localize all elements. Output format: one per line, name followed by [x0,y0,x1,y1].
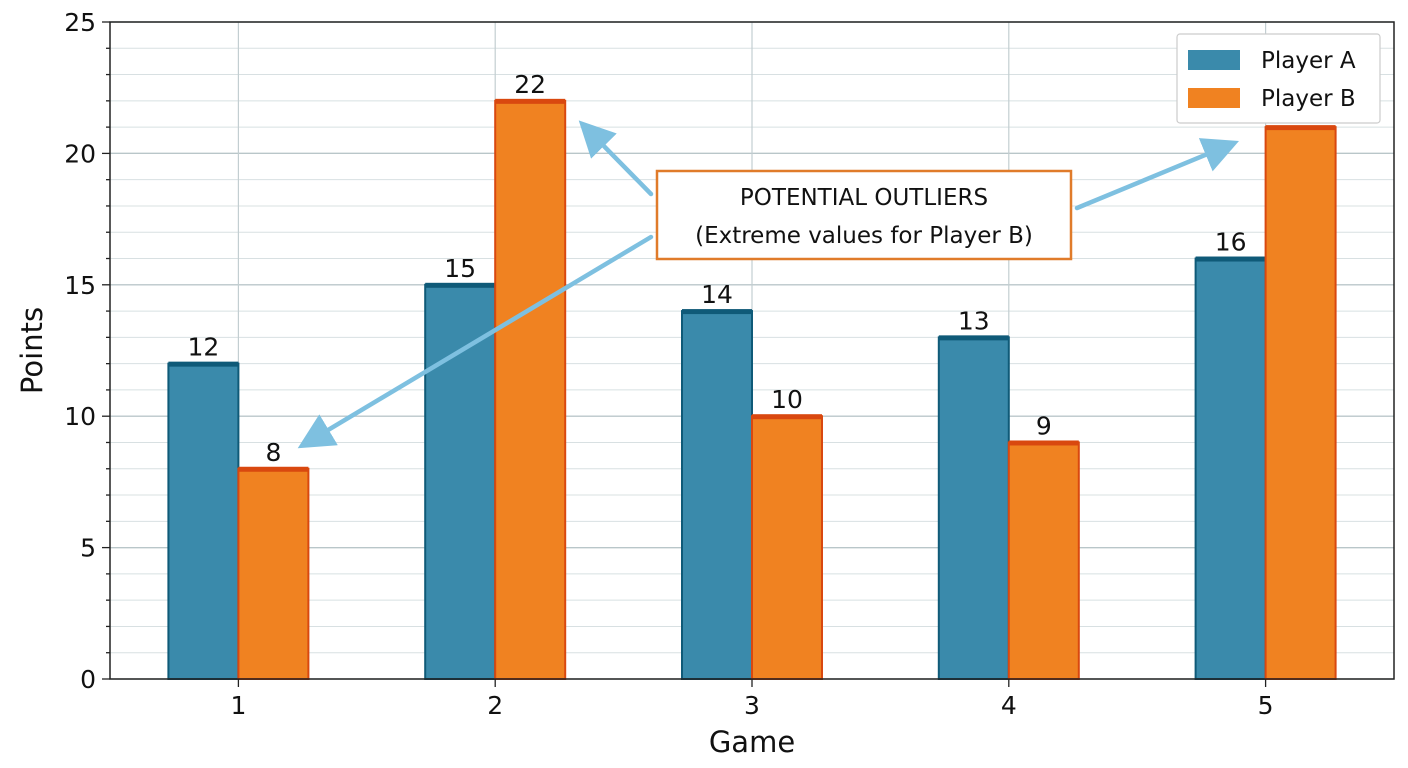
bar-player-b [494,99,567,680]
x-tick-label: 4 [1001,691,1017,720]
y-tick-label: 25 [64,8,96,37]
legend-label-player-a: Player A [1261,48,1356,74]
value-label: 9 [1036,411,1052,440]
value-label: 13 [958,306,990,335]
legend-swatch-player-a [1188,50,1240,70]
x-tick-label: 1 [230,691,246,720]
annotation-arrow [297,234,654,449]
bar-top-edge [682,309,752,315]
annotation-box: POTENTIAL OUTLIERS (Extreme values for P… [655,169,1073,261]
legend-label-player-b: Player B [1261,86,1356,112]
bar-player-a [167,362,240,680]
bar-player-a [937,336,1010,680]
x-tick-label: 2 [487,691,503,720]
bar-player-b [751,415,823,680]
value-label: 8 [265,438,281,467]
annotation-line2: (Extreme values for Player B) [695,223,1033,249]
y-tick-label: 5 [80,534,96,563]
value-labels: 121514131682210921 [187,70,1316,467]
y-ticks: 0 5 10 15 20 25 [64,8,110,694]
bar-player-a [1194,257,1267,680]
value-label: 12 [187,333,219,362]
x-tick-label: 5 [1258,691,1274,720]
bar-top-edge [1008,440,1079,446]
annotation-arrow [1074,138,1239,211]
bar-player-a [424,283,497,680]
bar-top-edge [1265,125,1336,131]
bar-top-edge [238,466,309,472]
bar-player-b [1264,126,1337,681]
value-label: 16 [1215,228,1247,257]
bar-player-a [681,310,753,680]
bar-player-b [1007,441,1080,681]
bar-top-edge [425,282,496,288]
y-tick-label: 0 [80,665,96,694]
bar-player-b [237,467,310,681]
y-axis-title: Points [15,307,49,394]
value-label: 22 [514,70,546,99]
annotation-arrow [578,120,654,197]
y-tick-label: 20 [64,139,96,168]
value-label: 14 [701,280,733,309]
x-tick-label: 3 [744,691,760,720]
bar-top-edge [752,414,822,420]
legend: Player A Player B [1176,33,1381,124]
bar-top-edge [495,98,566,104]
x-ticks: 1 2 3 4 5 [230,679,1274,720]
value-label: 15 [444,254,476,283]
legend-swatch-player-b [1188,88,1240,108]
x-axis-title: Game [709,725,795,759]
bar-top-edge [168,361,239,367]
annotation-arrows [297,120,1239,449]
y-tick-label: 15 [64,271,96,300]
y-tick-label: 10 [64,402,96,431]
annotation-frame [655,169,1073,261]
value-label: 10 [771,385,803,414]
bar-top-edge [1195,256,1266,262]
bar-top-edge [938,335,1009,341]
annotation-line1: POTENTIAL OUTLIERS [740,185,988,211]
